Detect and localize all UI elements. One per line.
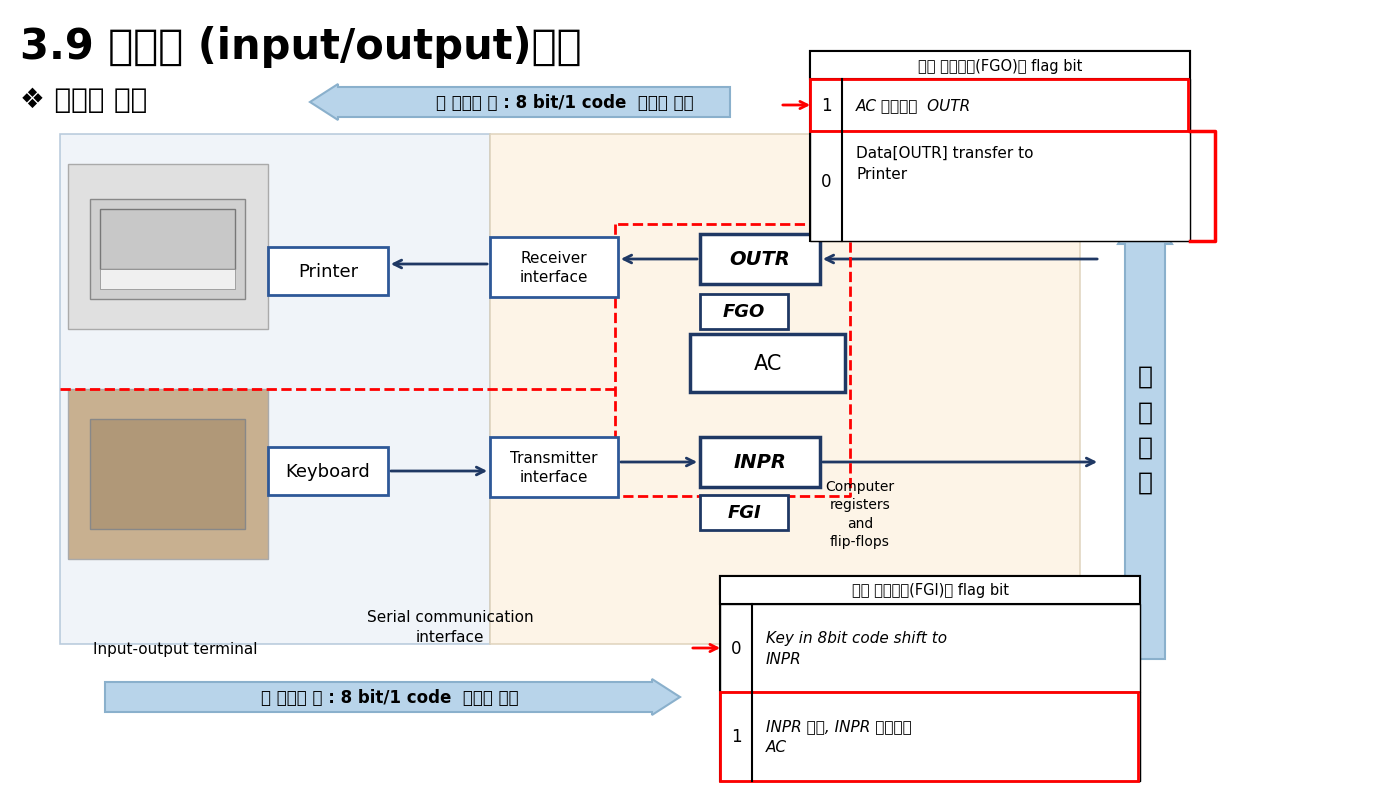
Bar <box>700 438 820 487</box>
Bar <box>268 447 388 495</box>
Text: 제어 플립플롬(FGI)의 flag bit: 제어 플립플롬(FGI)의 flag bit <box>851 583 1009 597</box>
Bar <box>720 692 1138 781</box>
Text: FGO: FGO <box>723 303 764 320</box>
Bar <box>700 495 788 530</box>
Text: ❖ 입출력 구성: ❖ 입출력 구성 <box>20 86 148 114</box>
Bar <box>720 604 1140 692</box>
Text: AC: AC <box>753 353 783 373</box>
Bar <box>810 52 1190 80</box>
Text: 1: 1 <box>731 728 741 745</box>
Bar <box>810 132 1190 242</box>
Bar <box>490 238 618 298</box>
Bar <box>91 200 246 300</box>
Bar <box>810 80 1189 132</box>
Text: 병
렬
연
결: 병 렬 연 결 <box>1137 365 1152 495</box>
Text: Transmitter
interface: Transmitter interface <box>511 450 597 485</box>
Bar <box>810 52 1190 242</box>
Text: Key in 8bit code shift to
INPR: Key in 8bit code shift to INPR <box>766 630 947 666</box>
Bar <box>720 692 1140 781</box>
Bar <box>700 295 788 329</box>
FancyArrow shape <box>1117 200 1172 659</box>
Text: Serial communication
interface: Serial communication interface <box>367 609 533 644</box>
Bar <box>691 335 845 393</box>
Text: Input-output terminal: Input-output terminal <box>92 642 257 657</box>
Text: Receiver
interface: Receiver interface <box>520 251 589 285</box>
Text: Data[OUTR] transfer to
Printer: Data[OUTR] transfer to Printer <box>857 146 1034 181</box>
Text: AC 병렬전송  OUTR: AC 병렬전송 OUTR <box>857 99 971 113</box>
FancyArrow shape <box>310 85 730 120</box>
Text: Keyboard: Keyboard <box>286 463 371 480</box>
Bar <box>268 247 388 296</box>
Text: OUTR: OUTR <box>730 251 791 269</box>
Bar <box>700 234 820 284</box>
Text: 0: 0 <box>820 173 831 191</box>
Text: 각 정보의 양 : 8 bit/1 code  직렬로 연결: 각 정보의 양 : 8 bit/1 code 직렬로 연결 <box>261 688 519 706</box>
Bar <box>490 438 618 497</box>
Text: 각 정보의 양 : 8 bit/1 code  직렬로 연결: 각 정보의 양 : 8 bit/1 code 직렬로 연결 <box>437 94 693 112</box>
Bar <box>91 419 246 529</box>
Text: FGI: FGI <box>727 503 760 521</box>
Text: 1: 1 <box>820 97 831 115</box>
Bar <box>60 135 490 644</box>
Text: 3.9 입출력 (input/output)구성: 3.9 입출력 (input/output)구성 <box>20 26 582 68</box>
Text: INPR 불변, INPR 병렬전송
AC: INPR 불변, INPR 병렬전송 AC <box>766 719 912 755</box>
Bar <box>810 80 1190 132</box>
Bar <box>720 577 1140 781</box>
Text: Computer
registers
and
flip-flops: Computer registers and flip-flops <box>826 479 894 548</box>
Bar <box>100 270 234 290</box>
Text: INPR: INPR <box>734 453 787 472</box>
Text: 0: 0 <box>731 639 741 657</box>
Bar <box>100 210 234 270</box>
Bar <box>720 577 1140 604</box>
Bar <box>68 389 268 560</box>
Text: 제어 플립플롬(FGO)의 flag bit: 제어 플립플롬(FGO)의 flag bit <box>918 59 1083 73</box>
Text: Printer: Printer <box>299 263 359 281</box>
Bar <box>490 135 1080 644</box>
FancyArrow shape <box>105 679 679 715</box>
Bar <box>68 165 268 329</box>
